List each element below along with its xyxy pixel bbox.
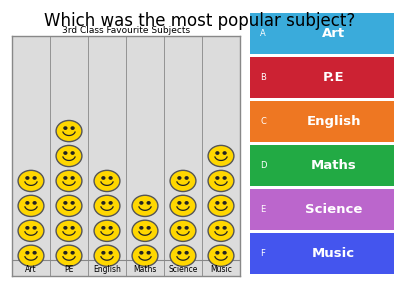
Circle shape [178, 202, 181, 204]
Text: B: B [260, 73, 266, 82]
Circle shape [33, 177, 36, 179]
Circle shape [33, 227, 36, 229]
Circle shape [64, 177, 67, 179]
Circle shape [94, 170, 120, 191]
Circle shape [178, 227, 181, 229]
Text: D: D [260, 161, 266, 170]
Circle shape [94, 195, 120, 217]
Circle shape [26, 252, 29, 254]
Circle shape [208, 146, 234, 167]
Circle shape [185, 177, 188, 179]
Circle shape [26, 227, 29, 229]
Circle shape [140, 252, 143, 254]
Circle shape [64, 152, 67, 154]
Text: Music: Music [210, 265, 232, 274]
Circle shape [216, 202, 219, 204]
Circle shape [64, 127, 67, 129]
Circle shape [223, 202, 226, 204]
Text: English: English [93, 265, 121, 274]
Circle shape [94, 220, 120, 242]
Circle shape [223, 252, 226, 254]
Text: A: A [260, 29, 266, 38]
Text: Maths: Maths [311, 159, 356, 172]
Text: E: E [260, 205, 266, 214]
Circle shape [216, 252, 219, 254]
Circle shape [71, 202, 74, 204]
Circle shape [132, 245, 158, 266]
Circle shape [94, 245, 120, 266]
Circle shape [178, 252, 181, 254]
Circle shape [170, 245, 196, 266]
Text: PE: PE [64, 265, 74, 274]
Circle shape [71, 252, 74, 254]
Title: 3rd Class Favourite Subjects: 3rd Class Favourite Subjects [62, 26, 190, 35]
Text: Science: Science [168, 265, 198, 274]
Circle shape [18, 220, 44, 242]
Circle shape [147, 202, 150, 204]
Circle shape [71, 127, 74, 129]
Circle shape [140, 227, 143, 229]
Circle shape [208, 195, 234, 217]
Circle shape [33, 252, 36, 254]
Circle shape [132, 220, 158, 242]
Circle shape [216, 227, 219, 229]
Circle shape [208, 245, 234, 266]
Circle shape [109, 252, 112, 254]
Circle shape [102, 177, 105, 179]
Circle shape [18, 245, 44, 266]
Circle shape [64, 252, 67, 254]
Circle shape [208, 220, 234, 242]
Circle shape [56, 170, 82, 191]
Circle shape [56, 121, 82, 142]
Text: F: F [260, 249, 265, 258]
Circle shape [64, 202, 67, 204]
Circle shape [132, 195, 158, 217]
Text: P.E: P.E [323, 71, 344, 84]
Circle shape [71, 177, 74, 179]
Circle shape [216, 152, 219, 154]
Circle shape [170, 195, 196, 217]
Circle shape [26, 202, 29, 204]
Circle shape [71, 227, 74, 229]
Circle shape [185, 227, 188, 229]
Circle shape [109, 227, 112, 229]
Circle shape [109, 202, 112, 204]
Circle shape [185, 202, 188, 204]
Circle shape [102, 252, 105, 254]
Circle shape [71, 152, 74, 154]
Circle shape [170, 170, 196, 191]
Circle shape [26, 177, 29, 179]
Circle shape [56, 220, 82, 242]
Circle shape [109, 177, 112, 179]
Text: C: C [260, 117, 266, 126]
Circle shape [223, 227, 226, 229]
Circle shape [33, 202, 36, 204]
Circle shape [223, 152, 226, 154]
Circle shape [64, 227, 67, 229]
Circle shape [178, 177, 181, 179]
Circle shape [208, 170, 234, 191]
Text: Art: Art [25, 265, 37, 274]
Circle shape [140, 202, 143, 204]
Circle shape [170, 220, 196, 242]
Circle shape [147, 252, 150, 254]
Circle shape [185, 252, 188, 254]
Circle shape [223, 177, 226, 179]
Circle shape [102, 202, 105, 204]
Text: Science: Science [305, 203, 362, 216]
Circle shape [18, 170, 44, 191]
Circle shape [147, 227, 150, 229]
Text: Art: Art [322, 27, 345, 40]
Text: Music: Music [312, 247, 355, 260]
Text: English: English [306, 115, 361, 128]
Circle shape [18, 195, 44, 217]
Circle shape [56, 195, 82, 217]
Circle shape [56, 146, 82, 167]
Circle shape [216, 177, 219, 179]
Text: Which was the most popular subject?: Which was the most popular subject? [44, 12, 356, 30]
Circle shape [102, 227, 105, 229]
Circle shape [56, 245, 82, 266]
Text: Maths: Maths [133, 265, 157, 274]
